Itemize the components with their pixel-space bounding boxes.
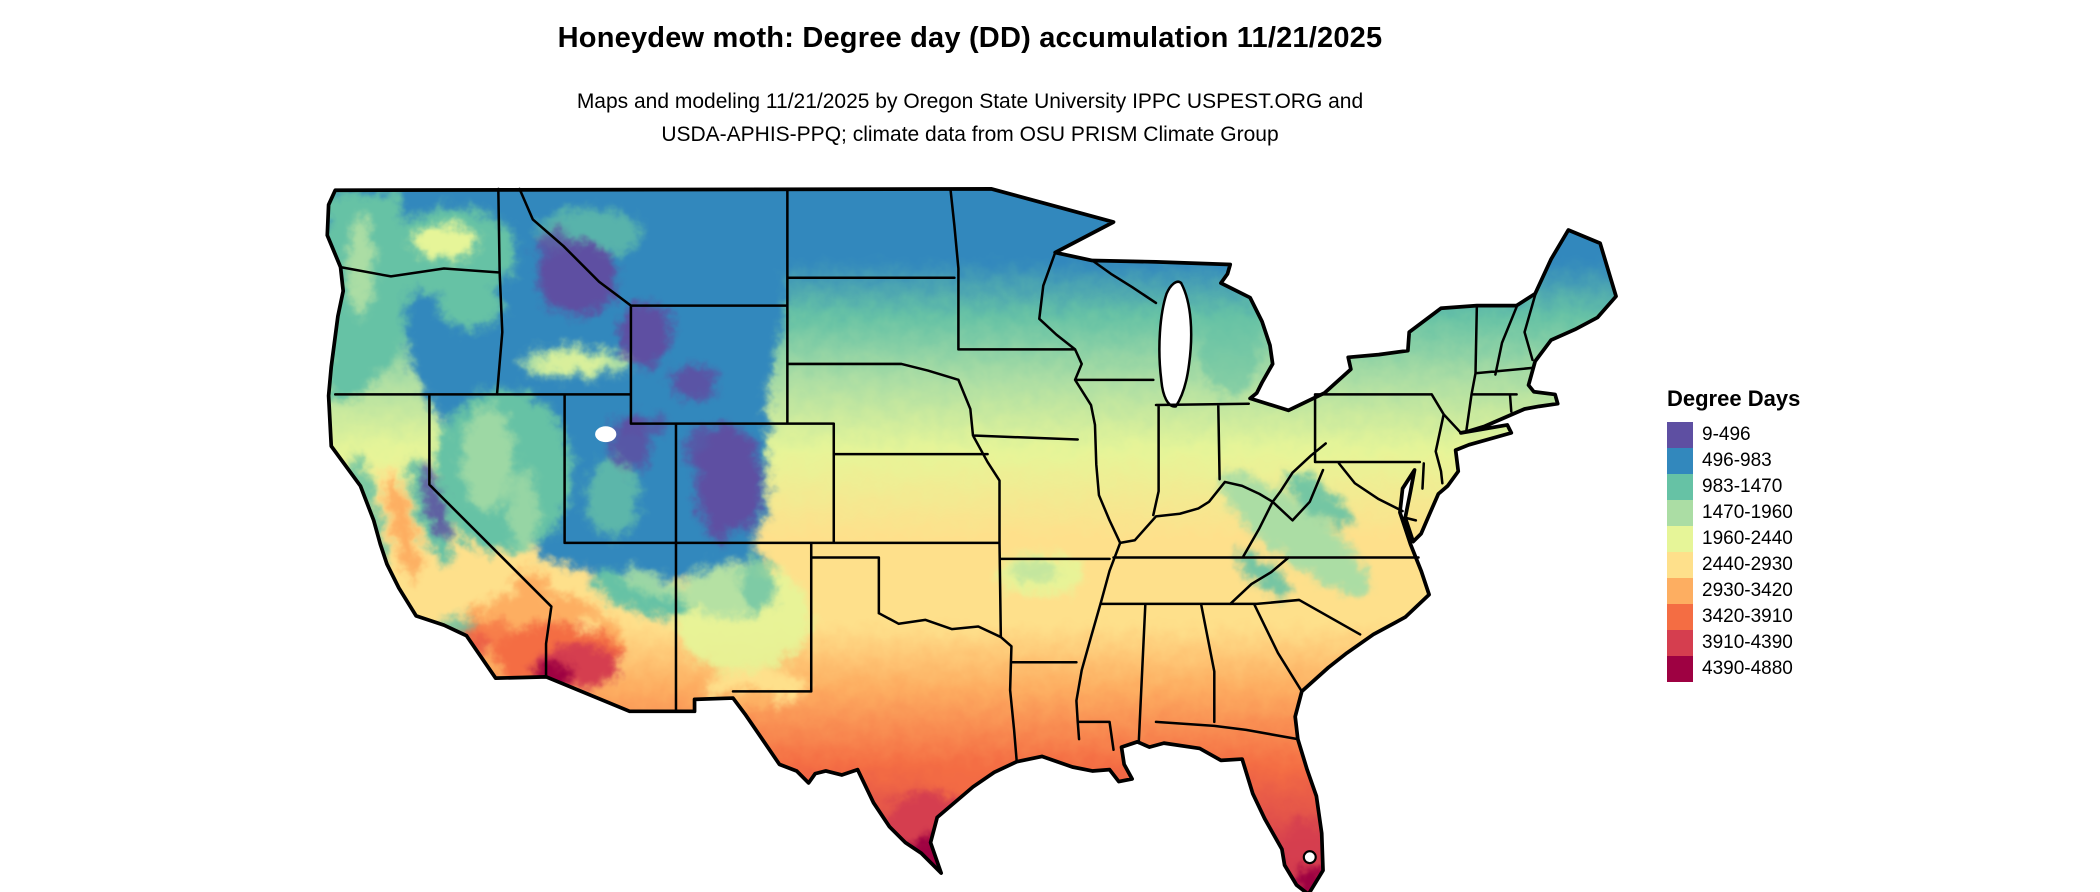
legend: Degree Days 9-496 496-983 983-1470 1470-… (1667, 386, 1800, 682)
legend-row: 4390-4880 (1667, 656, 1800, 682)
page-title: Honeydew moth: Degree day (DD) accumulat… (557, 22, 1383, 54)
legend-swatch (1667, 578, 1693, 604)
legend-label: 3910-4390 (1702, 632, 1793, 653)
legend-row: 2930-3420 (1667, 578, 1800, 604)
lake-okeechobee (1302, 850, 1317, 865)
legend-swatch (1667, 448, 1693, 474)
us-degree-day-map (318, 186, 1624, 892)
legend-label: 2440-2930 (1702, 554, 1793, 575)
legend-label: 496-983 (1702, 450, 1772, 471)
legend-swatch (1667, 552, 1693, 578)
legend-swatch (1667, 474, 1693, 500)
legend-label: 1960-2440 (1702, 528, 1793, 549)
map-fill-layers (327, 188, 1617, 892)
legend-swatch (1667, 500, 1693, 526)
legend-title: Degree Days (1667, 386, 1801, 411)
lakes (595, 280, 1317, 865)
legend-swatch (1667, 422, 1693, 448)
legend-row: 983-1470 (1667, 474, 1800, 500)
legend-swatch (1667, 656, 1693, 682)
subtitle-line-1: Maps and modeling 11/21/2025 by Oregon S… (576, 90, 1364, 113)
header: Honeydew moth: Degree day (DD) accumulat… (0, 22, 1940, 151)
legend-row: 3420-3910 (1667, 604, 1800, 630)
legend-label: 2930-3420 (1702, 580, 1793, 601)
legend-label: 1470-1960 (1702, 502, 1793, 523)
lake-michigan (1158, 280, 1193, 408)
legend-label: 983-1470 (1702, 476, 1783, 497)
legend-row: 3910-4390 (1667, 630, 1800, 656)
legend-swatch (1667, 526, 1693, 552)
legend-label: 9-496 (1702, 424, 1751, 445)
legend-swatch (1667, 604, 1693, 630)
subtitle-line-2: USDA-APHIS-PPQ; climate data from OSU PR… (661, 123, 1279, 146)
legend-swatch (1667, 630, 1693, 656)
legend-label: 4390-4880 (1702, 658, 1793, 679)
great-salt-lake (595, 426, 617, 443)
legend-row: 2440-2930 (1667, 552, 1800, 578)
legend-label: 3420-3910 (1702, 606, 1793, 627)
legend-items: 9-496 496-983 983-1470 1470-1960 1960-24… (1667, 422, 1800, 682)
legend-row: 1470-1960 (1667, 500, 1800, 526)
state-borders (333, 187, 1537, 763)
legend-row: 9-496 (1667, 422, 1800, 448)
us-map-svg (325, 187, 1618, 892)
legend-row: 496-983 (1667, 448, 1800, 474)
legend-row: 1960-2440 (1667, 526, 1800, 552)
map-outline (325, 187, 1618, 892)
